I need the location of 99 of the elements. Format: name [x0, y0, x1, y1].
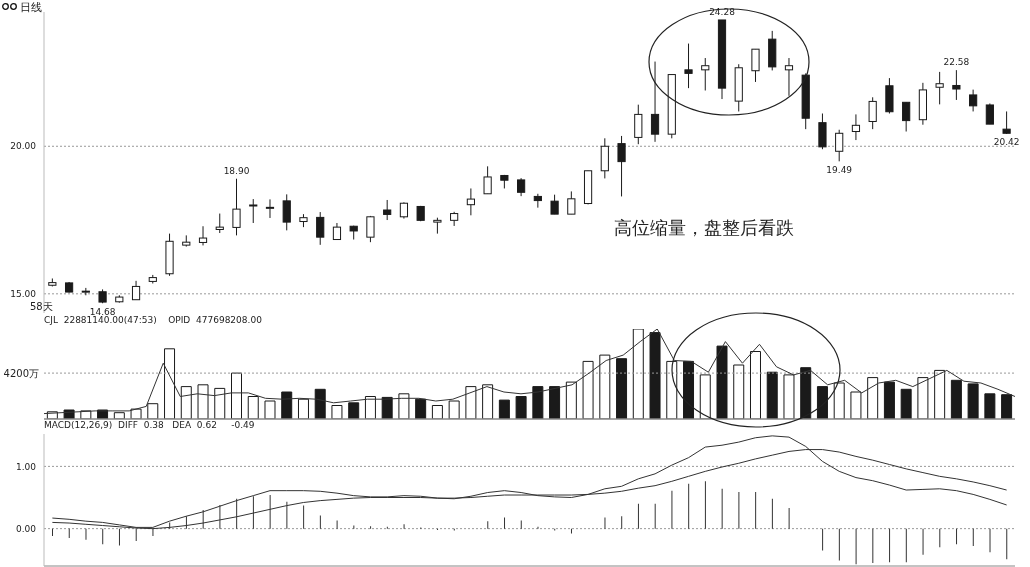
- annotation: 18.90: [223, 165, 250, 176]
- y-tick-label: 0.00: [15, 523, 37, 534]
- bar: [532, 386, 544, 419]
- candlestick: [466, 187, 475, 216]
- candlestick: [316, 211, 325, 246]
- bar: [582, 360, 594, 419]
- candlestick: [751, 48, 760, 83]
- candlestick: [684, 43, 693, 89]
- chart-title: MACD(12,26,9) DIFF 0.38 DEA 0.62 -0.49: [44, 420, 255, 430]
- bar: [766, 371, 778, 419]
- candlestick: [902, 101, 911, 133]
- bar: [549, 386, 561, 419]
- bar: [716, 345, 728, 419]
- bar: [967, 383, 979, 419]
- bar: [850, 391, 862, 419]
- chart-title: 日线: [20, 0, 42, 15]
- bar: [733, 364, 745, 419]
- annotation: 19.49: [826, 164, 853, 175]
- bar: [749, 351, 761, 419]
- bar: [683, 360, 695, 419]
- bar: [917, 377, 929, 419]
- bar: [147, 403, 159, 419]
- candlestick: [784, 57, 794, 97]
- bar: [984, 393, 996, 419]
- bar: [498, 399, 510, 419]
- candlestick: [232, 178, 241, 236]
- bar: [699, 374, 711, 419]
- bar: [281, 391, 293, 419]
- bar: [565, 381, 577, 419]
- candlestick: [517, 177, 526, 197]
- candlestick: [851, 113, 861, 141]
- bar: [616, 358, 628, 419]
- candlestick: [265, 198, 275, 219]
- candlestick: [935, 71, 944, 105]
- bar: [800, 367, 812, 419]
- candlestick: [1002, 110, 1011, 135]
- bar: [666, 360, 678, 419]
- bar: [180, 386, 192, 419]
- bar: [415, 398, 427, 419]
- candlestick: [868, 96, 877, 130]
- candlestick: [131, 280, 141, 301]
- y-tick-label: 15.00: [10, 289, 37, 300]
- candlestick: [198, 225, 208, 246]
- candlestick: [952, 69, 961, 101]
- bar: [1001, 394, 1013, 419]
- bar: [599, 354, 611, 419]
- bar: [833, 382, 845, 419]
- candlestick: [634, 104, 643, 145]
- annotation: 24.28: [709, 6, 736, 17]
- bar: [900, 388, 912, 419]
- candlestick: [567, 190, 576, 215]
- bar: [264, 400, 276, 419]
- bar: [482, 384, 494, 419]
- candlestick: [550, 194, 559, 215]
- bar: [632, 329, 644, 419]
- y-tick-label: 20.00: [10, 141, 37, 152]
- bar: [783, 374, 795, 419]
- bar: [934, 369, 946, 419]
- candlestick: [282, 193, 291, 231]
- bar: [364, 396, 376, 419]
- bar: [950, 379, 962, 419]
- bar: [214, 387, 226, 419]
- bar: [164, 348, 176, 419]
- candlestick: [483, 165, 492, 195]
- candlestick: [969, 89, 978, 112]
- bar: [331, 405, 343, 419]
- candlestick: [617, 135, 626, 197]
- bar: [314, 388, 326, 419]
- chart-title: CJL 22881140.00(47:53) OPID 477698208.00: [44, 315, 262, 325]
- y-tick-label: 1.00: [15, 461, 37, 472]
- bar: [130, 408, 142, 419]
- candlestick: [215, 213, 224, 234]
- bar: [247, 396, 259, 419]
- candlestick: [701, 57, 710, 91]
- candlestick: [835, 129, 844, 162]
- bar: [431, 405, 443, 419]
- candlestick: [366, 215, 375, 243]
- candlestick: [383, 199, 392, 221]
- bar: [398, 393, 410, 419]
- bar: [231, 372, 242, 419]
- bar: [515, 396, 527, 419]
- annotation: 22.58: [943, 57, 970, 68]
- candlestick: [985, 102, 994, 125]
- bar: [649, 332, 661, 419]
- annotation: 58天: [30, 300, 53, 314]
- annotation: 14.68: [89, 306, 116, 317]
- bar: [883, 381, 895, 419]
- annotation: 高位缩量，盘整后看跌: [614, 216, 794, 240]
- candlestick: [249, 198, 258, 224]
- ref-line-label: 4200万: [3, 367, 39, 379]
- bar: [867, 377, 879, 419]
- bar: [297, 398, 309, 419]
- bar: [197, 384, 209, 419]
- bar: [816, 386, 828, 419]
- bar: [348, 402, 360, 419]
- bar: [448, 400, 460, 419]
- candlestick: [650, 61, 660, 143]
- annotation: 20.42: [993, 137, 1020, 148]
- bar: [465, 386, 477, 419]
